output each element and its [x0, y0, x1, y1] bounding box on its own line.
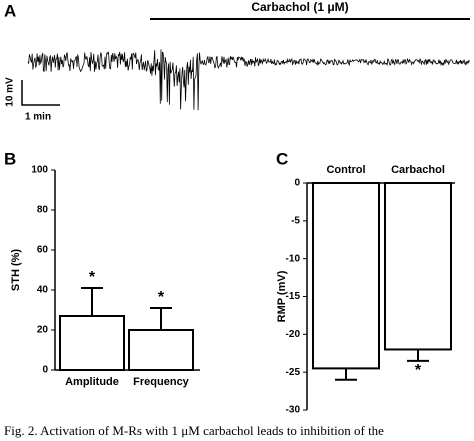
y-tick-label: 60: [37, 245, 49, 256]
scale-bar: [21, 80, 60, 106]
category-label: Carbachol: [391, 164, 445, 176]
category-label: Amplitude: [65, 376, 119, 388]
bar: [128, 329, 194, 371]
caption: Fig. 2. Activation of M-Rs with 1 μM car…: [4, 423, 384, 438]
panel-label: C: [276, 149, 288, 168]
scale-y-label: 10 mV: [5, 77, 16, 107]
y-tick-label: 20: [37, 325, 49, 336]
y-axis-label: STH (%): [10, 249, 22, 292]
bar: [384, 182, 452, 351]
treatment-label: Carbachol (1 μM): [251, 0, 348, 14]
y-tick-label: -25: [286, 367, 301, 378]
y-tick-label: -20: [286, 329, 301, 340]
y-tick-label: -10: [286, 253, 301, 264]
y-tick-label: -15: [286, 291, 301, 302]
category-label: Frequency: [133, 376, 190, 388]
significance-marker: *: [415, 362, 422, 379]
voltage-trace: [27, 49, 471, 111]
y-tick-label: 40: [37, 285, 49, 296]
significance-marker: *: [158, 289, 165, 306]
y-tick-label: 100: [31, 165, 48, 176]
significance-marker: *: [89, 269, 96, 286]
panel-label: A: [4, 1, 16, 20]
y-tick-label: -30: [286, 405, 301, 416]
bar: [59, 315, 125, 371]
y-tick-label: 0: [294, 178, 300, 189]
category-label: Control: [326, 164, 365, 176]
bar: [312, 182, 380, 370]
panel-label: B: [4, 149, 16, 168]
y-tick-label: -5: [291, 215, 300, 226]
scale-x-label: 1 min: [25, 112, 51, 123]
y-axis-label: RMP (mV): [276, 270, 288, 322]
y-tick-label: 80: [37, 205, 49, 216]
y-tick-label: 0: [42, 365, 48, 376]
